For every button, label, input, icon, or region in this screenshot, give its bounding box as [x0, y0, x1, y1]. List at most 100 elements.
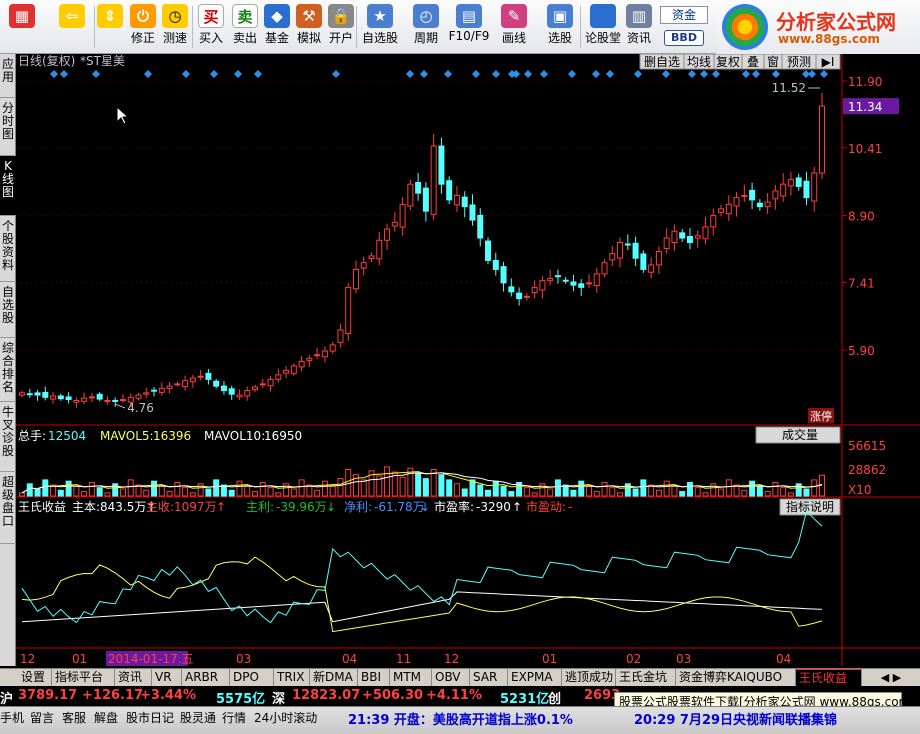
indicator-tab-10[interactable]: OBV [432, 669, 470, 686]
chart-header-button-6[interactable] [815, 54, 841, 70]
volume-bar [663, 480, 670, 497]
candle-body [26, 393, 33, 396]
toolbar-11-button[interactable]: ◴ 周期 [406, 2, 446, 52]
toolbar-4-button[interactable]: ◷ 测速 [160, 2, 190, 52]
signal-diamond-icon [406, 70, 414, 78]
volume-bar [19, 492, 25, 497]
indicator-tab-14[interactable]: 王氏金坑 [616, 669, 676, 686]
indicator-item-label: 市盈动: [526, 499, 566, 514]
volume-dropdown[interactable] [755, 426, 841, 444]
toolbar-3-button[interactable]: ⏻ 修正 [128, 2, 158, 52]
candle-body [562, 279, 569, 282]
status-item-0[interactable]: 手机 [0, 711, 25, 725]
tab-scroll-arrows-icon[interactable]: ◀ ▶ [880, 671, 902, 684]
toolbar-9-button[interactable]: 🔒 开户 [326, 2, 356, 52]
left-tab-3[interactable]: 个股资料 [0, 216, 16, 282]
status-item-3[interactable]: 解盘 [94, 711, 119, 725]
volume-bar [679, 491, 686, 497]
news-headline-2[interactable]: 20:29 7月29日央视新闻联播集锦 [634, 713, 838, 728]
volume-bar [787, 492, 794, 497]
buy-icon: 买 [198, 4, 224, 28]
status-item-6[interactable]: 行情 [222, 711, 247, 725]
select-stock-icon: ▣ [547, 4, 573, 28]
toolbar-1-button[interactable]: ⇦ [52, 2, 92, 52]
candle-body [228, 388, 235, 395]
left-view-tabs: 应用 分时图 K线图 个股资料 自选股 综合排名 牛叉诊股 超级盘口 [0, 54, 16, 666]
toolbar-10-button[interactable]: ★ 自选股 [360, 2, 400, 52]
indicator-tab-6[interactable]: TRIX [274, 669, 310, 686]
toolbar-7-button[interactable]: ◆ 基金 [262, 2, 292, 52]
left-tab-4[interactable]: 自选股 [0, 282, 16, 338]
indicator-tab-4[interactable]: ARBR [182, 669, 230, 686]
volume-bar [446, 479, 453, 497]
toolbar-13-button[interactable]: ✎ 画线 [494, 2, 534, 52]
indicator-white-line [21, 591, 823, 623]
toolbar-12-button[interactable]: ▤ F10/F9 [448, 2, 490, 52]
indicator-tab-15[interactable]: 资金博弈KAIQUBO [676, 669, 796, 686]
indicator-tab-1[interactable]: 指标平台 [52, 669, 115, 686]
sh-index: 3789.17 [18, 688, 78, 703]
indicator-tab-11[interactable]: SAR [470, 669, 508, 686]
indicator-tab-9[interactable]: MTM [390, 669, 432, 686]
status-item-5[interactable]: 股灵通 [180, 711, 217, 725]
indicator-tab-3[interactable]: VR [152, 669, 182, 686]
candle-body [407, 183, 414, 207]
chart-header-button-label: ▶I [822, 55, 835, 69]
candle-body [624, 243, 631, 246]
toolbar-15-button[interactable]: 论论股堂 [584, 2, 622, 52]
volume-bar [733, 484, 740, 497]
toolbar-8-button[interactable]: ⚒ 模拟 [294, 2, 324, 52]
fund-button[interactable]: 资金 [660, 6, 708, 24]
candle-body [554, 275, 561, 278]
toolbar-0-button[interactable]: ▦ [2, 2, 42, 52]
indicator-tab-12[interactable]: EXPMA [508, 669, 562, 686]
indicator-tab-16[interactable]: 王氏收益 [796, 669, 862, 686]
toolbar-label: 模拟 [296, 31, 321, 45]
toolbar-5-button[interactable]: 买买入 [196, 2, 226, 52]
volume-bar [50, 484, 57, 497]
candle-body [189, 377, 196, 383]
news-headline-1[interactable]: 21:39 开盘：美股高开道指上涨0.1% [348, 713, 573, 728]
volume-bar [749, 480, 756, 497]
signal-diamond-icon [540, 70, 548, 78]
indicator-tab-8[interactable]: BBI [358, 669, 390, 686]
status-item-1[interactable]: 留言 [30, 711, 55, 725]
volume-bar [803, 488, 810, 497]
indicator-tab-2[interactable]: 资讯 [115, 669, 152, 686]
volume-bar [578, 480, 585, 497]
candle-body [135, 394, 142, 399]
volume-bar [127, 479, 134, 497]
status-item-7[interactable]: 24小时滚动 [254, 711, 318, 725]
time-axis-label: 12 [20, 652, 35, 666]
status-item-2[interactable]: 客服 [62, 711, 87, 725]
sh-amount: 5575亿 [216, 692, 266, 707]
candle-body [756, 202, 763, 208]
left-tab-6[interactable]: 牛叉诊股 [0, 402, 16, 472]
left-tab-0[interactable]: 应用 [0, 54, 16, 98]
toolbar-6-button[interactable]: 卖卖出 [230, 2, 260, 52]
indicator-tab-7[interactable]: 新DMA [310, 669, 358, 686]
volume-bar [360, 479, 367, 497]
signal-diamond-icon [688, 70, 696, 78]
indicator-tab-5[interactable]: DPO [230, 669, 274, 686]
toolbar-16-button[interactable]: ▥ 资讯 [626, 2, 652, 52]
bbd-button[interactable]: BBD [664, 30, 704, 46]
signal-diamond-icon [92, 70, 100, 78]
volume-bar [182, 487, 189, 497]
indicator-yellow-line [21, 556, 823, 633]
indicator-tab-13[interactable]: 逃顶成功 [562, 669, 616, 686]
left-tab-1[interactable]: 分时图 [0, 98, 16, 156]
toolbar-label: 论股堂 [584, 31, 621, 45]
left-tab-5[interactable]: 综合排名 [0, 338, 16, 402]
candle-body [780, 183, 787, 197]
status-item-4[interactable]: 股市日记 [126, 711, 175, 725]
toolbar-14-button[interactable]: ▣ 选股 [540, 2, 580, 52]
left-tab-2[interactable]: K线图 [0, 156, 16, 216]
time-axis-label: 03 [676, 652, 691, 666]
kline-chart[interactable]: 日线(复权) *ST星美 删自选 均线 复权叠窗预测 ▶I 11.90 10.41 8.90 7.… [16, 54, 920, 666]
left-tab-7[interactable]: 超级盘口 [0, 472, 16, 544]
candle-body [632, 242, 639, 259]
indicator-tab-0[interactable]: 设置 [18, 669, 52, 686]
toolbar-2-button[interactable]: ⇕ [96, 2, 124, 52]
selected-date-highlight [106, 651, 188, 666]
